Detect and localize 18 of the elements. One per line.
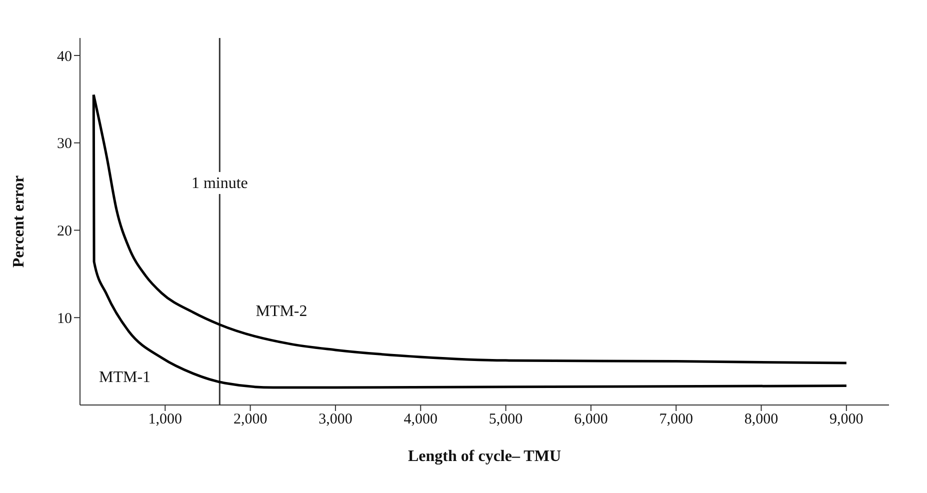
series-label: MTM-1: [98, 368, 151, 386]
x-tick-label: 7,000: [659, 412, 693, 428]
y-axis-title: Percent error: [10, 175, 28, 268]
x-axis-title: Length of cycle– TMU: [408, 448, 562, 465]
x-tick-label: 3,000: [318, 412, 352, 428]
y-tick-label: 30: [57, 136, 72, 152]
x-tick-label: 5,000: [488, 412, 523, 428]
ref-line-label: 1 minute: [191, 175, 248, 192]
x-tick-label: 4,000: [404, 412, 438, 428]
y-tick-label: 20: [57, 224, 72, 240]
y-tick-label: 40: [57, 48, 72, 65]
x-tick-label: 6,000: [574, 412, 608, 428]
y-tick-label: 10: [57, 310, 72, 327]
x-tick-label: 2,000: [233, 412, 268, 428]
series-label: MTM-2: [256, 302, 308, 320]
x-tick-label: 1,000: [148, 412, 182, 428]
x-tick-label: 8,000: [744, 412, 778, 428]
x-tick-label: 9,000: [830, 412, 864, 428]
